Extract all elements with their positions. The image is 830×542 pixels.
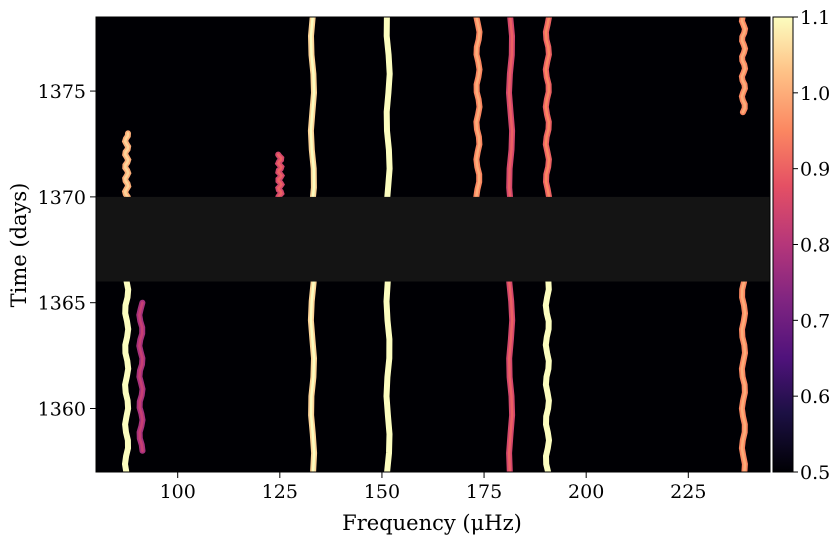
x-axis-label: Frequency (μHz)	[342, 511, 522, 535]
y-tick-label: 1360	[38, 399, 86, 421]
colorbar	[772, 16, 794, 473]
y-axis-ticks: 1360 1365 1370 1375	[38, 81, 96, 421]
x-tick-label: 225	[670, 481, 706, 503]
y-axis-label: Time (days)	[7, 183, 31, 308]
ridge-core-190.5	[544, 280, 551, 472]
colorbar-ticks: 0.5 0.6 0.7 0.8 0.9 1.0 1.1	[793, 7, 830, 484]
x-tick-label: 175	[466, 481, 502, 503]
x-axis-ticks: 100 125 150 175 200 225	[160, 472, 706, 503]
ridge-core-87.5	[123, 280, 130, 472]
ridge-core-190.5	[544, 17, 551, 199]
ridge-core-238.5	[740, 17, 747, 114]
colorbar-tick-label: 1.0	[800, 83, 830, 105]
ridge-core-87.5	[123, 132, 130, 199]
colorbar-tick-label: 0.5	[800, 462, 830, 484]
y-tick-label: 1365	[38, 293, 86, 315]
ridge-core-125	[276, 153, 283, 199]
data-gap-band	[96, 196, 770, 282]
x-tick-label: 150	[364, 481, 400, 503]
colorbar-tick-label: 1.1	[800, 7, 830, 29]
colorbar-tick-label: 0.6	[800, 386, 830, 408]
colorbar-tick-label: 0.9	[800, 159, 830, 181]
colorbar-tick-label: 0.7	[800, 310, 830, 332]
x-tick-label: 200	[568, 481, 604, 503]
colorbar-tick-label: 0.8	[800, 235, 830, 257]
plot-frame	[95, 16, 771, 473]
y-tick-label: 1375	[38, 81, 86, 103]
x-tick-label: 100	[160, 481, 196, 503]
ridge-core-173.5	[475, 17, 481, 199]
y-tick-label: 1370	[38, 187, 86, 209]
x-tick-label: 125	[262, 481, 298, 503]
ridge-core-238.5	[740, 280, 747, 472]
ridge-core-91	[138, 301, 144, 453]
